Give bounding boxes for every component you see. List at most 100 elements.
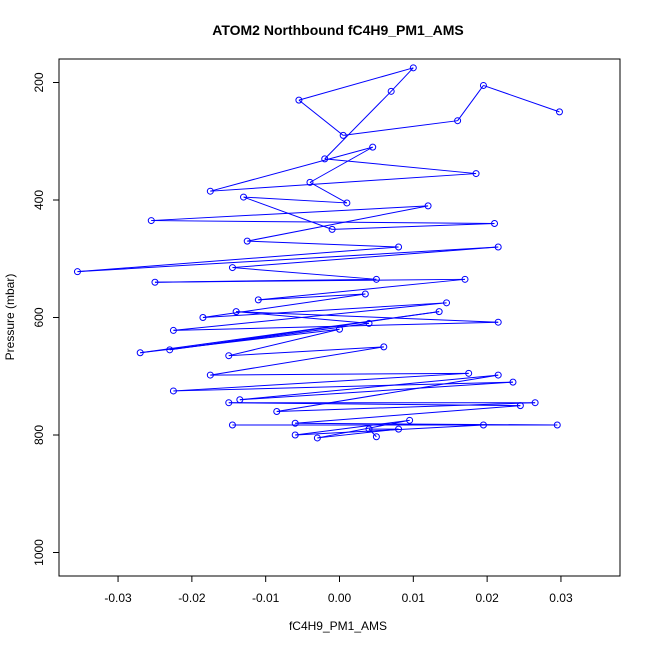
data-point bbox=[361, 290, 369, 298]
data-point bbox=[236, 396, 244, 404]
series-segment bbox=[298, 67, 414, 101]
data-point bbox=[206, 187, 214, 195]
data-point bbox=[206, 371, 214, 379]
series-segment bbox=[202, 302, 447, 318]
series-segment bbox=[151, 205, 429, 222]
data-point bbox=[321, 155, 329, 163]
data-point bbox=[369, 143, 377, 151]
data-point bbox=[479, 421, 487, 429]
series-segment bbox=[77, 246, 499, 273]
data-point bbox=[424, 202, 432, 210]
data-point bbox=[136, 349, 144, 357]
series-segment bbox=[140, 311, 440, 354]
x-tick-label: 0.03 bbox=[549, 591, 573, 605]
series-segment bbox=[228, 402, 521, 407]
series-segment bbox=[151, 220, 495, 224]
y-tick-label: 400 bbox=[32, 190, 46, 210]
series-segment bbox=[390, 67, 414, 92]
y-tick-label: 200 bbox=[32, 72, 46, 92]
data-point bbox=[328, 225, 336, 233]
data-point bbox=[313, 434, 321, 442]
series-segment bbox=[239, 374, 499, 401]
data-point bbox=[151, 278, 159, 286]
data-point bbox=[461, 275, 469, 283]
data-point bbox=[225, 352, 233, 360]
data-point bbox=[380, 343, 388, 351]
data-point bbox=[232, 308, 240, 316]
series-segment bbox=[258, 278, 466, 301]
series-segment bbox=[324, 90, 392, 160]
data-point bbox=[454, 117, 462, 125]
x-axis: -0.03 -0.02 -0.01 0.00 0.01 0.02 0.03 bbox=[104, 576, 573, 605]
data-point bbox=[295, 96, 303, 104]
series-segment bbox=[210, 146, 373, 192]
series-segment bbox=[295, 405, 521, 424]
data-point bbox=[339, 131, 347, 139]
plot-frame bbox=[58, 58, 621, 577]
x-tick-label: -0.02 bbox=[178, 591, 206, 605]
series-segment bbox=[258, 293, 366, 301]
series-segment bbox=[317, 428, 399, 439]
data-point bbox=[228, 264, 236, 272]
data-point bbox=[291, 431, 299, 439]
x-tick-label: 0.01 bbox=[402, 591, 426, 605]
series-segment bbox=[309, 181, 348, 204]
series-segment bbox=[317, 419, 410, 439]
series-segment bbox=[228, 328, 340, 357]
series-segment bbox=[236, 311, 499, 323]
series-segment bbox=[247, 205, 429, 242]
series-segment bbox=[173, 302, 447, 331]
x-tick-label: 0.02 bbox=[475, 591, 499, 605]
data-point bbox=[479, 81, 487, 89]
series-segment bbox=[239, 381, 513, 401]
chart-title: ATOM2 Northbound fC4H9_PM1_AMS bbox=[212, 22, 464, 38]
data-point bbox=[372, 275, 380, 283]
data-point bbox=[147, 217, 155, 225]
series-segment bbox=[140, 328, 340, 354]
series-segment bbox=[298, 99, 344, 136]
x-tick-label: 0.00 bbox=[328, 591, 352, 605]
series-segment bbox=[77, 246, 399, 273]
series-segment bbox=[457, 85, 484, 121]
data-point bbox=[553, 421, 561, 429]
data-point bbox=[406, 416, 414, 424]
series-group bbox=[73, 64, 563, 442]
data-point bbox=[343, 199, 351, 207]
series-segment bbox=[228, 346, 384, 357]
data-point bbox=[372, 433, 380, 441]
data-point bbox=[228, 421, 236, 429]
data-point bbox=[169, 387, 177, 395]
data-point bbox=[494, 371, 502, 379]
data-point bbox=[254, 296, 262, 304]
data-point bbox=[516, 402, 524, 410]
data-point bbox=[395, 243, 403, 251]
y-tick-label: 1000 bbox=[32, 539, 46, 566]
data-point bbox=[291, 419, 299, 427]
series-segment bbox=[173, 372, 469, 392]
series-segment bbox=[154, 278, 465, 283]
data-point bbox=[199, 314, 207, 321]
series-segment bbox=[309, 146, 373, 183]
data-point bbox=[491, 220, 499, 227]
data-point bbox=[494, 318, 502, 326]
data-point bbox=[225, 399, 233, 407]
data-point bbox=[306, 178, 314, 186]
data-point bbox=[443, 299, 451, 307]
data-point bbox=[509, 378, 517, 386]
data-point bbox=[465, 369, 473, 377]
series-segment bbox=[368, 428, 377, 438]
data-point bbox=[395, 425, 403, 433]
data-point bbox=[273, 408, 281, 415]
data-point bbox=[387, 87, 395, 95]
series-segment bbox=[210, 372, 469, 376]
series-segment bbox=[483, 84, 560, 113]
series-segment bbox=[295, 419, 410, 436]
data-point bbox=[243, 237, 251, 245]
y-axis: 200 400 600 800 1000 bbox=[32, 72, 59, 566]
data-point bbox=[531, 399, 539, 407]
series-segment bbox=[324, 158, 477, 175]
series-segment bbox=[210, 346, 384, 376]
y-tick-label: 800 bbox=[32, 425, 46, 445]
data-point bbox=[365, 425, 373, 433]
